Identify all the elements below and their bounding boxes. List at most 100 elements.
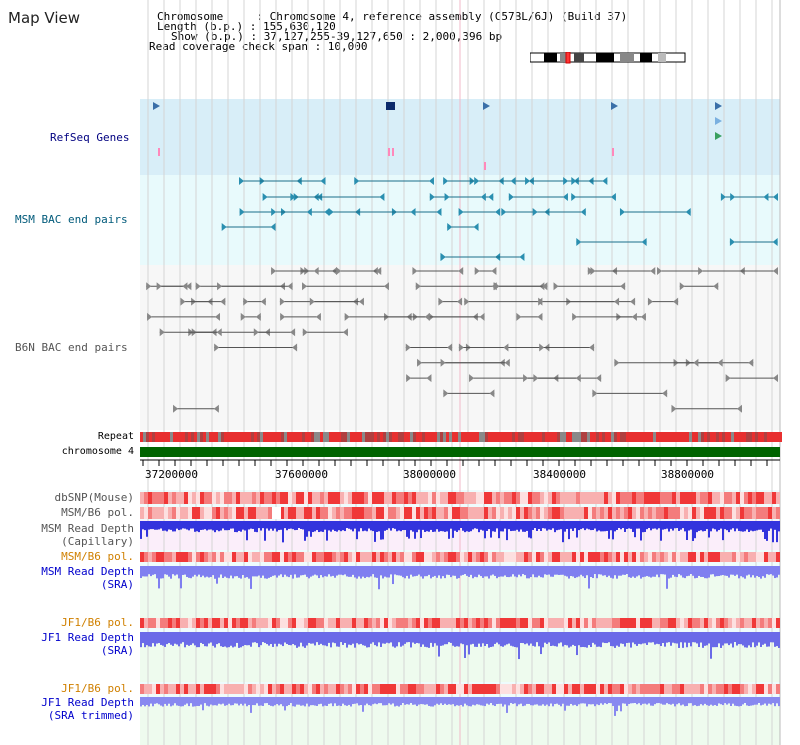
- chromosome-ideogram[interactable]: [530, 52, 686, 64]
- msm-b6-pol-label-2[interactable]: MSM/B6 pol.: [61, 550, 134, 563]
- depth-bar: [312, 566, 314, 576]
- depth-bar: [644, 697, 646, 704]
- pol-heat-cell: [436, 618, 440, 628]
- depth-bar: [416, 566, 418, 576]
- depth-bar: [292, 697, 294, 707]
- gene-marker-pink: [484, 162, 486, 170]
- depth-bar: [186, 697, 188, 704]
- depth-bar: [240, 632, 242, 648]
- depth-bar: [394, 632, 396, 648]
- depth-bar: [414, 566, 416, 577]
- depth-bar: [462, 697, 464, 707]
- dbsnp-heat-cell: [552, 492, 556, 504]
- pol-heat-cell: [264, 507, 268, 519]
- repeat-segment: [407, 432, 410, 442]
- msm-read-depth-sra-label[interactable]: MSM Read Depth: [41, 565, 134, 578]
- depth-bar: [308, 521, 310, 532]
- pol-heat-cell: [496, 618, 500, 628]
- depth-bar: [516, 566, 518, 578]
- depth-bar: [596, 566, 598, 579]
- msm-bac-end-pairs-label[interactable]: MSM BAC end pairs: [15, 213, 128, 226]
- depth-bar: [688, 566, 690, 576]
- pol-heat-cell: [268, 552, 272, 562]
- pol-heat-cell: [408, 618, 412, 628]
- depth-bar: [754, 632, 756, 648]
- jf1-read-depth-trimmed-label[interactable]: JF1 Read Depth: [41, 696, 134, 709]
- depth-bar: [354, 566, 356, 578]
- pol-heat-cell: [316, 507, 320, 519]
- b6n-bac-end-pairs-label[interactable]: B6N BAC end pairs: [15, 341, 128, 354]
- msm-read-depth-capillary-label[interactable]: MSM Read Depth: [41, 522, 134, 535]
- depth-bar: [418, 632, 420, 644]
- depth-bar: [316, 697, 318, 706]
- depth-bar: [474, 521, 476, 529]
- pol-heat-cell: [204, 684, 208, 694]
- jf1-b6-pol-label[interactable]: JF1/B6 pol.: [61, 616, 134, 629]
- pol-heat-cell: [172, 618, 176, 628]
- msm-b6-pol-label[interactable]: MSM/B6 pol.: [61, 506, 134, 519]
- pol-heat-cell: [380, 618, 384, 628]
- bac-end-marker: [220, 297, 226, 306]
- depth-bar: [446, 632, 448, 645]
- depth-bar: [148, 521, 150, 530]
- depth-bar: [210, 697, 212, 705]
- jf1-read-depth-sra-label[interactable]: JF1 Read Depth: [41, 631, 134, 644]
- pol-heat-cell: [428, 552, 432, 562]
- depth-bar: [432, 521, 434, 532]
- depth-bar: [202, 697, 204, 711]
- pol-heat-cell: [556, 618, 560, 628]
- pol-heat-cell: [612, 684, 616, 694]
- depth-bar: [702, 566, 704, 577]
- depth-bar: [522, 697, 524, 707]
- repeat-segment: [326, 432, 329, 442]
- pol-heat-cell: [692, 507, 696, 519]
- depth-bar: [708, 697, 710, 706]
- depth-bar: [602, 697, 604, 705]
- depth-bar: [576, 632, 578, 656]
- pol-heat-cell: [360, 552, 364, 562]
- jf1-b6-pol-label-2[interactable]: JF1/B6 pol.: [61, 682, 134, 695]
- depth-bar: [428, 521, 430, 532]
- depth-bar: [652, 697, 654, 706]
- pol-heat-cell: [632, 552, 636, 562]
- depth-bar: [710, 521, 712, 532]
- depth-bar: [414, 697, 416, 705]
- pol-heat-cell: [168, 507, 172, 519]
- depth-bar: [258, 521, 260, 529]
- repeat-segment: [524, 432, 527, 442]
- pol-heat-cell: [704, 552, 708, 562]
- refseq-genes-label[interactable]: RefSeq Genes: [50, 131, 130, 144]
- depth-bar: [206, 521, 208, 531]
- pol-heat-cell: [472, 684, 476, 694]
- pol-heat-cell: [772, 684, 776, 694]
- depth-bar: [672, 521, 674, 531]
- depth-bar: [206, 632, 208, 647]
- depth-bar: [576, 566, 578, 578]
- depth-bar: [146, 566, 148, 577]
- depth-bar: [540, 521, 542, 531]
- depth-bar: [660, 521, 662, 541]
- depth-bar: [344, 566, 346, 575]
- dbsnp-label[interactable]: dbSNP(Mouse): [54, 491, 134, 504]
- bac-end-marker: [292, 343, 298, 352]
- pol-heat-cell: [680, 684, 684, 694]
- pol-heat-cell: [384, 684, 388, 694]
- depth-bar: [612, 566, 614, 579]
- depth-bar: [502, 632, 504, 647]
- depth-bar: [514, 632, 516, 648]
- pol-heat-cell: [532, 684, 536, 694]
- pol-heat-cell: [580, 552, 584, 562]
- depth-bar: [502, 521, 504, 532]
- depth-bar: [400, 697, 402, 706]
- pol-heat-cell: [344, 684, 348, 694]
- pol-heat-cell: [468, 684, 472, 694]
- depth-bar: [200, 521, 202, 530]
- repeat-segment: [689, 432, 692, 442]
- dbsnp-heat-cell: [340, 492, 344, 504]
- depth-bar: [144, 632, 146, 648]
- depth-bar: [178, 566, 180, 579]
- axis-tick-label: 38800000: [661, 468, 714, 481]
- depth-bar: [282, 521, 284, 543]
- depth-bar: [772, 697, 774, 704]
